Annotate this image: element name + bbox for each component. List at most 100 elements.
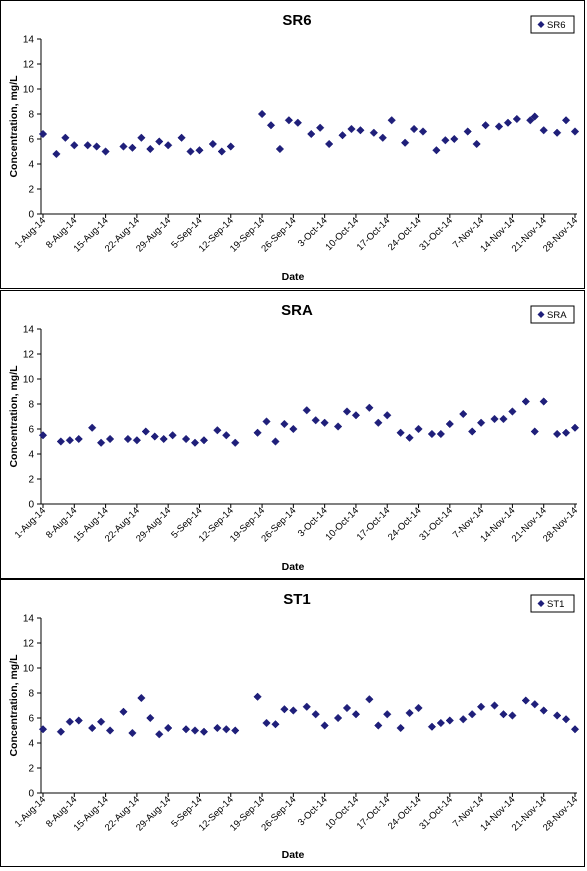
data-point <box>150 432 159 441</box>
chart-title: ST1 <box>283 591 311 608</box>
legend-label: ST1 <box>547 599 564 610</box>
data-point <box>155 137 164 146</box>
data-point <box>88 423 97 432</box>
data-point <box>342 407 352 416</box>
data-point <box>257 109 267 119</box>
data-point <box>213 723 222 733</box>
legend: ST1 <box>530 594 575 613</box>
y-tick-label: 12 <box>23 639 35 650</box>
legend: SR6 <box>530 15 575 34</box>
data-point <box>530 427 539 436</box>
data-point <box>262 417 271 426</box>
data-point <box>52 149 61 159</box>
y-tick-label: 2 <box>28 475 34 486</box>
data-point <box>271 720 280 729</box>
data-point <box>101 147 110 156</box>
data-point <box>65 436 74 445</box>
data-point <box>445 716 454 725</box>
y-tick-label: 0 <box>28 210 34 221</box>
data-point <box>253 428 262 437</box>
y-tick-label: 0 <box>28 789 34 800</box>
data-point <box>195 146 204 155</box>
legend-label: SRA <box>547 310 567 321</box>
legend-box <box>530 15 575 34</box>
data-point <box>38 431 48 440</box>
data-point <box>539 706 548 715</box>
data-point <box>503 118 513 127</box>
data-point <box>490 701 499 710</box>
data-point <box>342 703 352 713</box>
x-tick-label: 1-Aug-14 <box>13 505 48 540</box>
data-point <box>530 700 539 709</box>
data-point <box>570 127 580 136</box>
x-axis-title: Date <box>282 271 305 283</box>
data-point <box>280 419 289 429</box>
legend-marker <box>537 21 545 28</box>
data-point <box>213 426 222 435</box>
data-point <box>141 427 150 436</box>
data-point <box>137 133 146 142</box>
data-point <box>445 419 454 429</box>
data-point <box>96 717 106 726</box>
data-point <box>280 705 289 714</box>
y-tick-label: 6 <box>28 425 34 436</box>
data-point <box>490 414 499 424</box>
data-point <box>570 725 580 734</box>
data-point <box>320 721 329 730</box>
y-tick-label: 10 <box>23 664 35 675</box>
data-point <box>468 427 477 436</box>
data-point <box>427 429 437 439</box>
data-point <box>74 716 83 725</box>
data-point <box>561 715 571 724</box>
y-tick-label: 8 <box>28 110 34 121</box>
x-tick-label: 1-Aug-14 <box>13 794 48 829</box>
data-point <box>96 438 106 447</box>
data-point <box>61 133 70 142</box>
legend-marker <box>537 311 545 318</box>
data-point <box>539 126 548 135</box>
data-point <box>83 141 92 150</box>
y-tick-label: 14 <box>23 325 35 336</box>
x-tick-label: 10-Oct-14 <box>323 505 361 543</box>
y-tick-label: 12 <box>23 60 35 71</box>
data-point <box>128 143 137 152</box>
data-point <box>88 723 97 733</box>
data-point <box>396 723 405 733</box>
data-point <box>92 142 101 151</box>
x-tick-label: 10-Oct-14 <box>323 215 361 253</box>
x-tick-label: 17-Oct-14 <box>355 505 393 543</box>
data-point <box>119 142 128 151</box>
chart-title: SR6 <box>282 12 311 29</box>
data-point <box>284 116 294 125</box>
x-tick-label: 24-Oct-14 <box>386 505 424 543</box>
data-point <box>146 713 155 723</box>
data-point <box>508 407 517 416</box>
data-point <box>459 715 468 724</box>
x-tick-label: 17-Oct-14 <box>355 215 393 253</box>
data-point <box>481 121 490 130</box>
data-point <box>199 436 209 445</box>
data-point <box>217 147 226 156</box>
data-point <box>378 133 387 142</box>
y-tick-label: 2 <box>28 185 34 196</box>
x-axis-title: Date <box>282 561 305 573</box>
data-point <box>253 692 262 701</box>
data-point <box>146 144 155 154</box>
data-point <box>414 424 423 434</box>
data-point <box>70 141 79 150</box>
y-tick-label: 10 <box>23 375 35 386</box>
data-point <box>181 725 191 734</box>
data-point <box>463 127 472 136</box>
data-point <box>405 433 414 442</box>
data-point <box>208 139 218 149</box>
data-point <box>552 128 562 137</box>
data-point <box>289 424 298 434</box>
y-tick-label: 6 <box>28 714 34 725</box>
data-point <box>512 114 522 124</box>
data-point <box>468 710 477 719</box>
data-point <box>521 397 530 406</box>
data-point <box>374 721 383 730</box>
x-tick-label: 24-Oct-14 <box>386 215 424 253</box>
data-point <box>302 702 311 711</box>
chart-panel-sra: SRA 0 2 4 6 8 10 12 14 1-Aug-14 8-Aug-14 15-Aug-14 2… <box>0 290 585 579</box>
